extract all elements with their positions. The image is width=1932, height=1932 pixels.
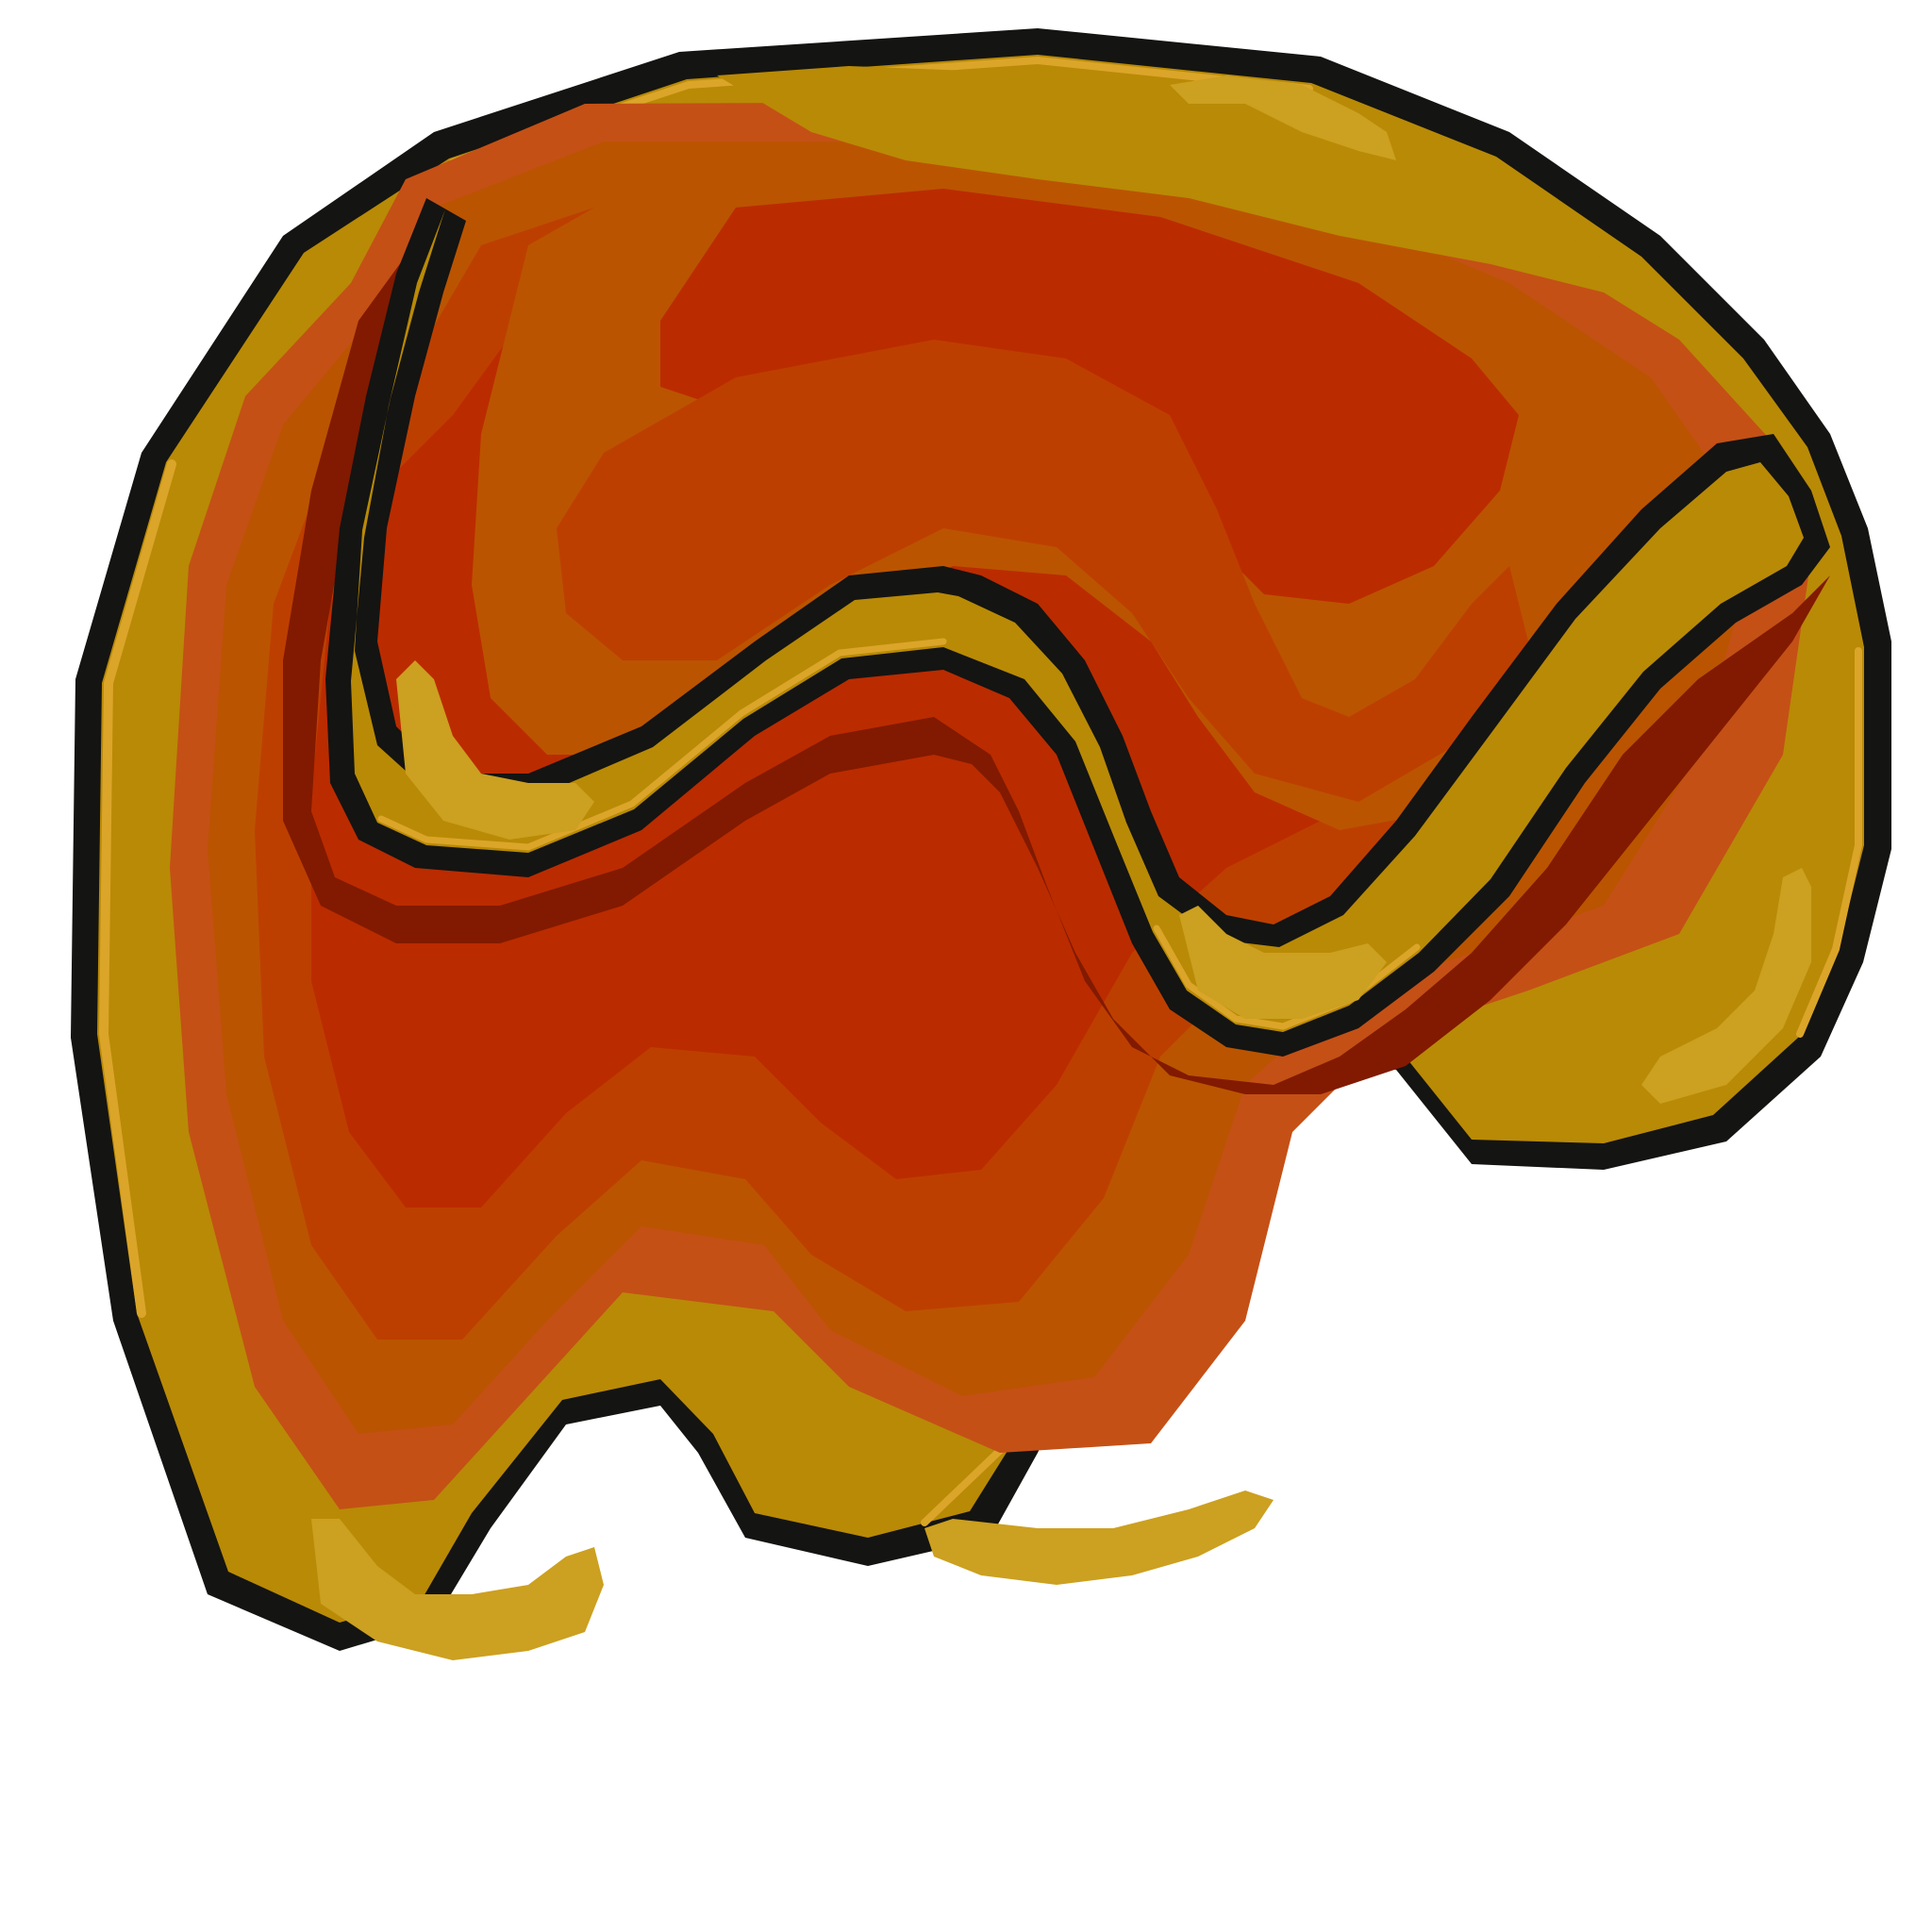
inner-worm-rim xyxy=(377,638,947,851)
highlight-blob-6 xyxy=(924,1491,1274,1585)
highlight-blob-4 xyxy=(1641,868,1811,1104)
highlight-blob-5 xyxy=(311,1519,604,1660)
highlight-blob-2 xyxy=(1179,906,1387,1019)
rim-highlight-right xyxy=(1796,647,1862,1038)
upper-gold-band xyxy=(717,66,1660,302)
highlight-blob-3 xyxy=(1170,75,1396,160)
highlight-blob-1 xyxy=(396,660,594,840)
rim-highlight-left xyxy=(98,459,176,1318)
upper-orange-mid xyxy=(557,340,1528,802)
inner-worm-gold xyxy=(351,209,1804,1032)
